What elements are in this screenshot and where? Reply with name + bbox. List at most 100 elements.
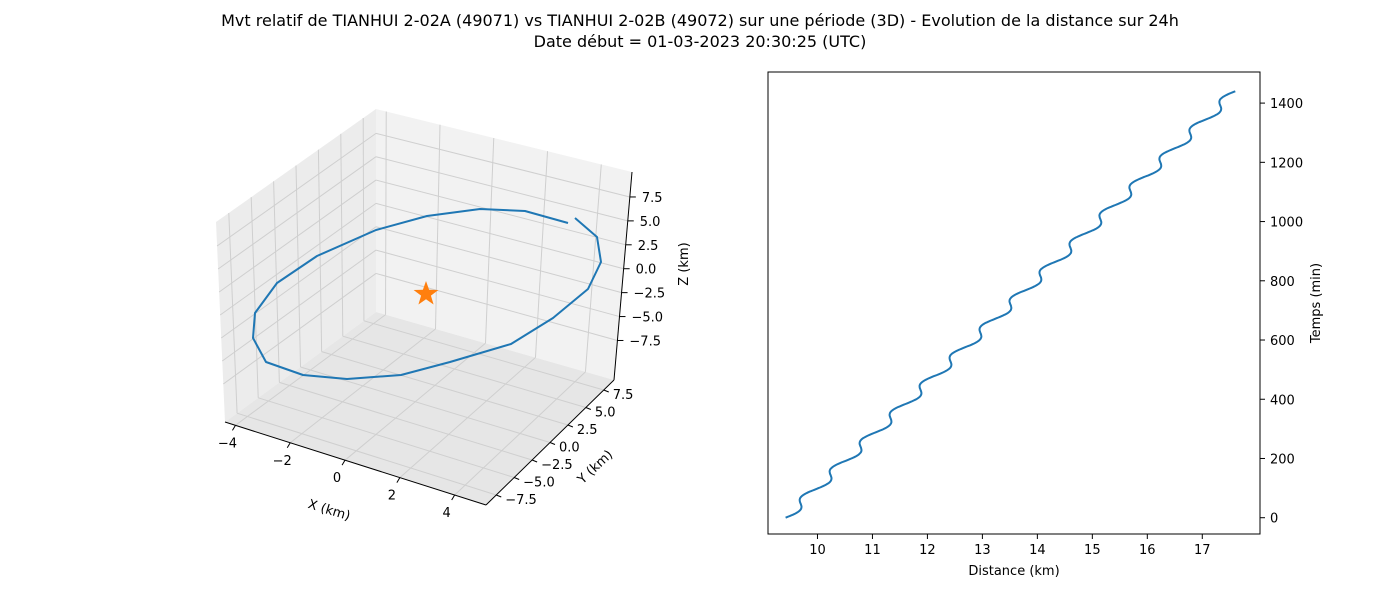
figure-title-line1: Mvt relatif de TIANHUI 2-02A (49071) vs … — [221, 11, 1179, 30]
y-tick-mark — [513, 477, 520, 480]
grid-line-y — [236, 412, 497, 496]
y-tick-label-2d: 600 — [1270, 334, 1295, 349]
x-tick-label-2d: 14 — [1029, 543, 1046, 558]
y-tick-label-2d: 1200 — [1270, 156, 1303, 171]
grid-line-z-left — [220, 226, 377, 339]
grid-line-x-back — [484, 137, 495, 344]
y-tick-mark — [567, 424, 574, 428]
grid-line-x-back — [534, 151, 549, 358]
y-tick-label: 0.0 — [559, 441, 580, 456]
y-tick-label: 7.5 — [613, 388, 634, 403]
grid-line-y-left — [295, 165, 301, 368]
grid-3d — [216, 111, 630, 496]
grid-line-y — [279, 381, 533, 461]
x-axis-label-3d: X (km) — [306, 497, 352, 524]
z-tick-label: −2.5 — [634, 287, 666, 302]
z-axis-label-3d: Z (km) — [677, 242, 692, 285]
y-tick-label: −5.0 — [523, 476, 555, 491]
plot-3d: −4 −2 0 2 4 −7.5 −5.0 −2.5 0.0 2.5 5.0 7.5 7.5 5.0 2.5… — [216, 109, 692, 524]
ticks-3d: −4 −2 0 2 4 −7.5 −5.0 −2.5 0.0 2.5 5.0 7.5 7.5 5.0 2.5… — [218, 191, 665, 521]
y-tick-mark — [531, 459, 538, 463]
plot-2d: 10 11 12 13 14 15 16 17 0 200 400 600 800 1000 1200 140… — [767, 71, 1324, 579]
y-tick-label-2d: 800 — [1270, 275, 1295, 290]
grid-line-y-left — [228, 212, 238, 414]
x-tick-label: 2 — [388, 489, 396, 504]
grid-line-z-back — [375, 249, 620, 318]
x-tick-label-2d: 10 — [809, 543, 826, 558]
grid-line-x-back — [385, 111, 387, 315]
grid-line-z-left — [217, 156, 377, 270]
distance-line — [785, 90, 1236, 519]
y-tick-label-2d: 200 — [1270, 452, 1295, 467]
grid-line-z-left — [216, 132, 377, 247]
y-tick-label: 5.0 — [595, 406, 616, 421]
x-tick-label-2d: 16 — [1139, 543, 1156, 558]
x-tick-mark — [232, 425, 236, 431]
x-tick-mark — [451, 494, 456, 501]
grid-line-y — [258, 397, 515, 478]
y-tick-mark — [496, 494, 502, 498]
x-axis-label-2d: Distance (km) — [968, 564, 1059, 579]
x-tick-mark — [341, 459, 346, 466]
pane-back — [376, 109, 632, 380]
grid-line-z-left — [219, 202, 377, 316]
trajectory-line-3d — [252, 208, 602, 380]
figure-title-line2: Date début = 01-03-2023 20:30:25 (UTC) — [534, 32, 867, 51]
x-tick-label-2d: 11 — [864, 543, 881, 558]
x-tick-label-2d: 15 — [1084, 543, 1101, 558]
grid-line-y-left — [317, 149, 323, 352]
grid-line-y — [342, 335, 586, 408]
ticks-2d: 10 11 12 13 14 15 16 17 0 200 400 600 800 1000 1200 140… — [809, 97, 1303, 558]
y-axis-label-3d: Y (km) — [574, 447, 616, 488]
x-tick-label: 0 — [333, 471, 341, 486]
y-tick-label-2d: 0 — [1270, 512, 1278, 527]
x-tick-label-2d: 17 — [1194, 543, 1211, 558]
y-tick-label-2d: 1000 — [1270, 216, 1303, 231]
grid-line-x-back — [584, 164, 602, 372]
origin-star-marker — [413, 281, 439, 305]
z-tick-label: 2.5 — [638, 239, 659, 254]
grid-line-x-back — [435, 124, 441, 330]
y-tick-label-2d: 1400 — [1270, 97, 1303, 112]
z-axis-line — [613, 171, 633, 381]
plot-frame-2d — [767, 71, 1261, 535]
z-tick-label: 5.0 — [640, 215, 661, 230]
z-tick-label: −7.5 — [629, 334, 661, 349]
y-tick-label: −7.5 — [505, 493, 537, 508]
grid-line-z-back — [375, 272, 618, 341]
x-tick-label-2d: 13 — [974, 543, 991, 558]
x-tick-label: −2 — [273, 454, 292, 469]
x-tick-mark — [396, 477, 401, 483]
grid-line-z-back — [375, 202, 624, 270]
y-tick-mark — [585, 407, 592, 410]
y-tick-label: −2.5 — [541, 458, 573, 473]
grid-line-y-left — [340, 133, 344, 337]
x-tick-label-2d: 12 — [919, 543, 936, 558]
grid-line-y-left — [273, 181, 280, 383]
grid-line-y — [363, 320, 604, 391]
grid-line-y — [321, 351, 569, 426]
y-tick-mark — [603, 389, 609, 393]
grid-line-y — [300, 366, 551, 443]
y-axis-label-2d: Temps (min) — [1309, 263, 1324, 344]
grid-line-z-back — [375, 179, 626, 246]
z-tick-label: −5.0 — [631, 311, 663, 326]
pane-floor — [225, 312, 614, 505]
grid-line-y-left — [362, 118, 365, 321]
x-tick-label: −4 — [218, 436, 237, 451]
grid-line-z-left — [222, 273, 377, 385]
grid-line-z-back — [375, 156, 628, 222]
x-tick-label: 4 — [443, 506, 451, 521]
grid-line-z-left — [218, 179, 377, 293]
z-tick-label: 0.0 — [636, 263, 657, 278]
grid-line-z-left — [221, 249, 377, 362]
z-tick-label: 7.5 — [642, 191, 663, 206]
grid-line-z-back — [375, 226, 622, 294]
x-axis-line — [224, 421, 487, 506]
grid-line-y-left — [250, 197, 259, 398]
y-tick-label-2d: 400 — [1270, 393, 1295, 408]
grid-line-z-back — [375, 132, 630, 198]
y-tick-mark — [549, 442, 556, 445]
x-tick-mark — [286, 442, 291, 449]
